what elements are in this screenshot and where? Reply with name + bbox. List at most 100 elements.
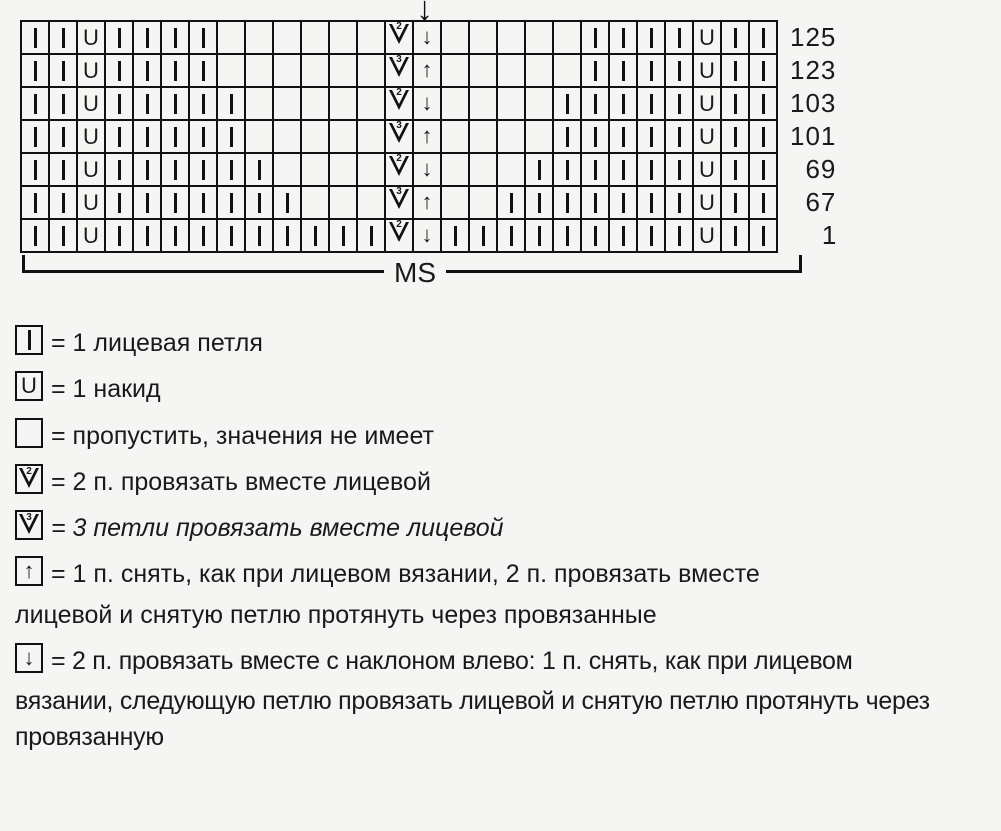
chart-cell [581, 153, 609, 186]
chart-cell [749, 120, 777, 153]
chart-cell [581, 54, 609, 87]
chart-cell [21, 87, 49, 120]
chart-cell [245, 219, 273, 252]
chart-cell [497, 153, 525, 186]
chart-cell [49, 120, 77, 153]
chart-cell [581, 87, 609, 120]
chart-cell [189, 54, 217, 87]
chart-cell [721, 219, 749, 252]
chart-cell [525, 120, 553, 153]
chart-cell [161, 186, 189, 219]
chart-cell [161, 219, 189, 252]
chart-cell [749, 219, 777, 252]
chart-cell [329, 120, 357, 153]
chart-cell [357, 219, 385, 252]
chart-cell: U [693, 87, 721, 120]
chart-cell [21, 120, 49, 153]
chart-cell [525, 21, 553, 54]
chart-row: U3↑U67 [21, 186, 838, 219]
chart-cell [525, 87, 553, 120]
chart-cell: 3 [385, 54, 413, 87]
chart-cell [609, 87, 637, 120]
chart-cell [721, 87, 749, 120]
chart-cell [245, 87, 273, 120]
chart-cell [217, 21, 245, 54]
chart-cell [217, 87, 245, 120]
chart-cell [609, 54, 637, 87]
chart-row: U2↓U1 [21, 219, 838, 252]
chart-cell [49, 153, 77, 186]
chart-cell [189, 21, 217, 54]
chart-cell [665, 21, 693, 54]
chart-cell: ↑ [413, 54, 441, 87]
chart-cell [581, 186, 609, 219]
chart-cell [133, 186, 161, 219]
chart-cell [497, 186, 525, 219]
legend-text: = 1 п. снять, как при лицевом вязании, 2… [51, 556, 760, 592]
chart-cell [525, 219, 553, 252]
chart-cell [21, 219, 49, 252]
legend-text: = 1 накид [51, 371, 161, 407]
ms-bracket: MS [20, 255, 986, 295]
chart-cell [637, 186, 665, 219]
chart-cell [553, 54, 581, 87]
chart-cell [21, 153, 49, 186]
chart-cell [245, 120, 273, 153]
chart-cell: U [693, 153, 721, 186]
legend-symbol: ↑ [15, 556, 43, 586]
chart-cell [525, 153, 553, 186]
chart-cell [637, 153, 665, 186]
chart-cell [525, 54, 553, 87]
chart-cell [749, 186, 777, 219]
chart-cell [469, 21, 497, 54]
chart-cell: ↓ [413, 219, 441, 252]
legend-text: = пропустить, значения не имеет [51, 418, 434, 454]
chart-cell [133, 54, 161, 87]
chart-cell [189, 87, 217, 120]
chart-cell [49, 54, 77, 87]
chart-cell [469, 54, 497, 87]
chart-cell [105, 87, 133, 120]
chart-cell [273, 54, 301, 87]
chart-cell [553, 87, 581, 120]
chart-cell [133, 153, 161, 186]
chart-cell [329, 21, 357, 54]
chart-cell [609, 120, 637, 153]
legend-row: 3 = 3 петли провязать вместе лицевой [15, 510, 986, 546]
chart-cell: 3 [385, 120, 413, 153]
chart-cell [105, 219, 133, 252]
chart-cell [609, 219, 637, 252]
chart-cell [665, 120, 693, 153]
legend-text: = 3 петли провязать вместе лицевой [51, 510, 504, 546]
chart-cell: ↓ [413, 87, 441, 120]
chart-cell [441, 87, 469, 120]
chart-cell: U [77, 87, 105, 120]
row-number: 123 [777, 54, 838, 87]
chart-cell [497, 54, 525, 87]
chart-cell [301, 120, 329, 153]
chart-cell [217, 219, 245, 252]
chart-cell: U [77, 21, 105, 54]
chart-cell [49, 87, 77, 120]
chart-cell [637, 120, 665, 153]
chart-cell [273, 186, 301, 219]
chart-cell [637, 54, 665, 87]
chart-cell [749, 87, 777, 120]
chart-cell [189, 186, 217, 219]
chart-cell [553, 186, 581, 219]
chart-cell [357, 186, 385, 219]
chart-cell [357, 87, 385, 120]
row-number: 125 [777, 21, 838, 54]
chart-cell [245, 186, 273, 219]
ms-label: MS [384, 257, 446, 289]
legend-text: = 1 лицевая петля [51, 325, 263, 361]
chart-cell [637, 219, 665, 252]
chart-cell [609, 153, 637, 186]
chart-cell [469, 87, 497, 120]
chart-cell [161, 120, 189, 153]
chart-cell [469, 219, 497, 252]
chart-cell [665, 54, 693, 87]
chart-cell: U [693, 186, 721, 219]
chart-cell: U [693, 120, 721, 153]
chart-cell: U [77, 120, 105, 153]
